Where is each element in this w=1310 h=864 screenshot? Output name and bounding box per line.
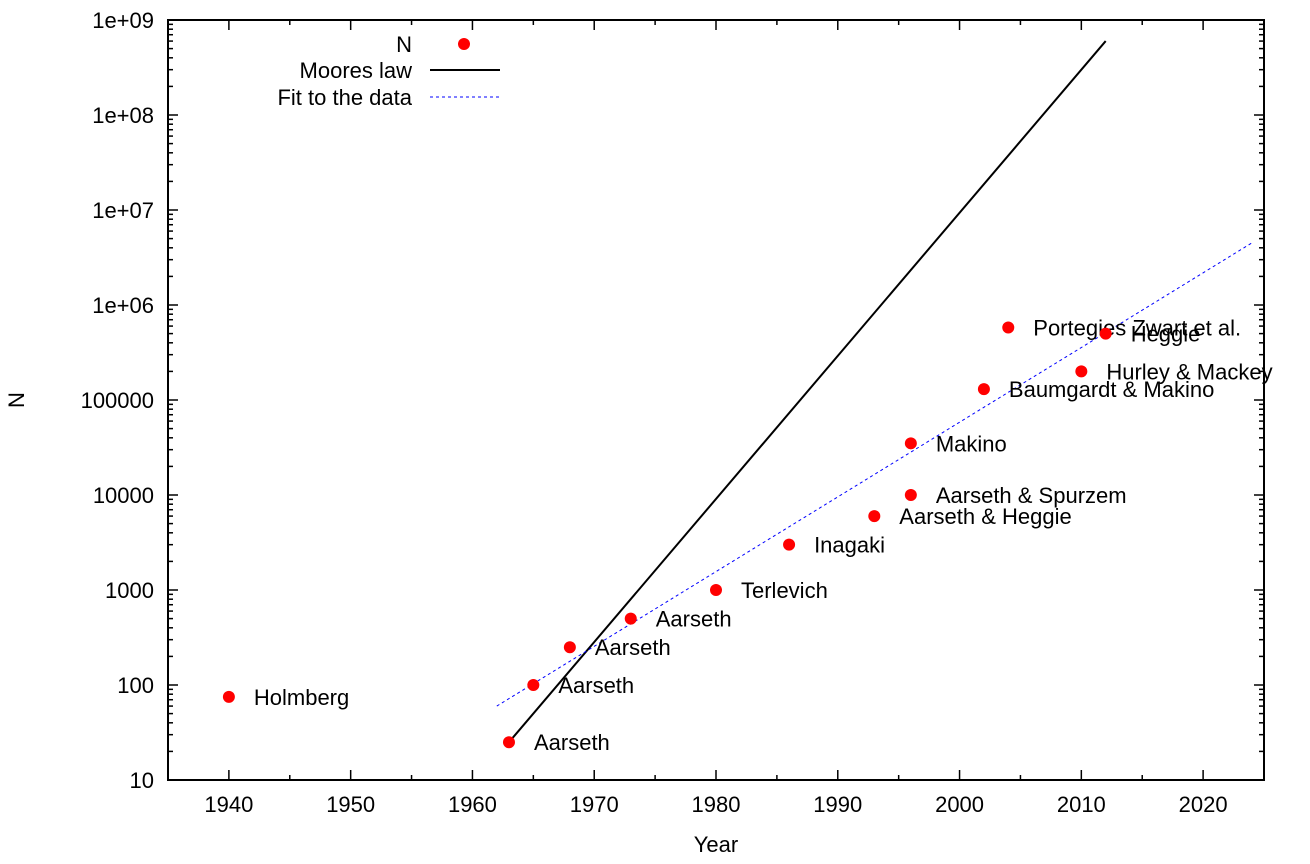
moores-law-line [508, 40, 1107, 743]
y-tick-label: 1000 [105, 578, 154, 603]
data-point [527, 679, 540, 691]
data-point [904, 437, 917, 450]
x-axis-label: Year [694, 832, 738, 857]
y-tick-label: 1e+08 [92, 103, 154, 128]
data-point [624, 612, 637, 625]
data-point [502, 736, 515, 749]
y-tick-label: 1e+07 [92, 198, 154, 223]
data-point [563, 641, 576, 654]
y-tick-label: 1e+09 [92, 8, 154, 33]
legend-label: Fit to the data [277, 85, 412, 110]
data-point-label: Inagaki [814, 533, 885, 558]
data-point-label: Aarseth & Heggie [899, 504, 1071, 529]
data-point [868, 510, 881, 523]
y-tick-label: 100000 [81, 388, 154, 413]
data-point [977, 383, 990, 396]
axes: 1940 1950 1960 1970 1980 1990 2000 2010 2020 10 10… [81, 8, 1265, 817]
y-axis-label: N [4, 392, 29, 408]
data-point [1099, 327, 1112, 340]
legend-label: N [396, 32, 412, 57]
series-layer: Holmberg Aarseth Aarseth Aarseth Aarseth Terl… [222, 40, 1273, 755]
fit-line [496, 242, 1253, 707]
data-point [904, 489, 917, 501]
x-tick-label: 2000 [935, 792, 984, 817]
data-point-label: Terlevich [741, 578, 828, 603]
data-point-label: Aarseth [558, 673, 634, 698]
data-point [1075, 365, 1088, 378]
x-tick-label: 2020 [1179, 792, 1228, 817]
data-point-label: Portegies Zwart et al. [1033, 315, 1241, 340]
data-point [1002, 321, 1015, 334]
data-point [222, 690, 235, 703]
x-tick-label: 1980 [692, 792, 741, 817]
x-tick-label: 1990 [813, 792, 862, 817]
y-tick-label: 100 [117, 673, 154, 698]
x-tick-label: 1960 [448, 792, 497, 817]
x-tick-label: 1970 [570, 792, 619, 817]
data-point-label: Aarseth [656, 607, 732, 632]
legend-marker [458, 38, 470, 50]
data-point-label: Aarseth & Spurzem [936, 483, 1127, 508]
x-tick-label: 1950 [326, 792, 375, 817]
data-point [710, 584, 722, 596]
data-point-label: Aarseth [534, 730, 610, 755]
y-tick-label: 10000 [93, 483, 154, 508]
legend-label: Moores law [300, 58, 413, 83]
y-tick-label: 1e+06 [92, 293, 154, 318]
data-point-label: Holmberg [254, 685, 349, 710]
data-point [783, 538, 796, 551]
data-point-label: Baumgardt & Makino [1009, 377, 1214, 402]
data-point-label: Aarseth [595, 635, 671, 660]
x-tick-label: 1940 [204, 792, 253, 817]
y-tick-label: 10 [130, 768, 154, 793]
data-point-label: Heggie [1131, 322, 1201, 347]
x-tick-label: 2010 [1057, 792, 1106, 817]
data-point-label: Hurley & Mackey [1106, 359, 1272, 384]
data-point-label: Makino [936, 431, 1007, 456]
